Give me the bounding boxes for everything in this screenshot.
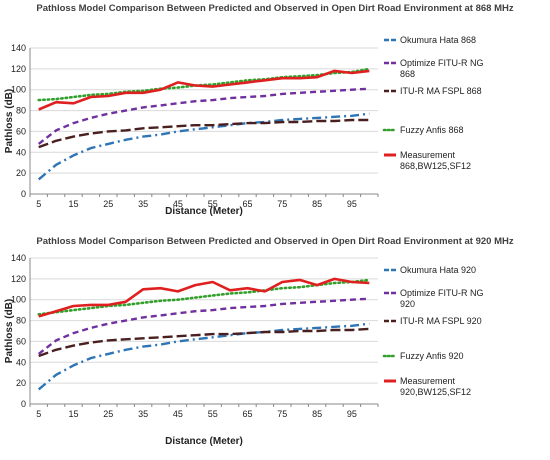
y-tick-label: 60	[16, 126, 26, 136]
y-tick-label: 0	[21, 399, 26, 409]
x-tick-label: 55	[208, 199, 218, 209]
y-axis-label: Pathloss (dB)	[4, 299, 15, 363]
series-line	[37, 112, 370, 181]
x-tick-label: 25	[103, 409, 113, 419]
x-tick-label: 95	[347, 199, 357, 209]
series-line	[38, 327, 370, 358]
x-tick-label: 65	[242, 409, 252, 419]
y-tick-label: 20	[16, 168, 26, 178]
x-tick-label: 95	[347, 409, 357, 419]
y-tick-label: 140	[11, 43, 26, 53]
y-tick-label: 80	[16, 106, 26, 116]
x-tick-label: 15	[68, 409, 78, 419]
legend-label: Fuzzy Anfis 920	[400, 351, 464, 361]
series-line	[38, 69, 370, 111]
y-tick-label: 60	[16, 336, 26, 346]
x-tick-label: 45	[173, 199, 183, 209]
x-tick-label: 35	[138, 199, 148, 209]
x-tick-label: 15	[68, 199, 78, 209]
x-tick-label: 45	[173, 409, 183, 419]
x-tick-label: 85	[312, 409, 322, 419]
x-tick-label: 35	[138, 409, 148, 419]
x-tick-label: 85	[312, 199, 322, 209]
y-tick-label: 20	[16, 378, 26, 388]
x-tick-label: 5	[36, 409, 41, 419]
x-tick-label: 75	[277, 409, 287, 419]
chart-panel-1: Pathloss Model Comparison Between Predic…	[4, 3, 514, 217]
legend-label: Okumura Hata 920	[400, 265, 476, 275]
legend-label: ITU-R MA FSPL 920	[400, 316, 482, 326]
series-line	[38, 277, 370, 318]
series-line	[37, 297, 370, 355]
y-tick-label: 100	[11, 295, 26, 305]
y-tick-label: 80	[16, 316, 26, 326]
x-axis-label: Distance (Meter)	[165, 206, 243, 217]
chart-panel-2: Pathloss Model Comparison Between Predic…	[4, 236, 514, 447]
series-line	[37, 87, 370, 145]
y-tick-label: 0	[21, 189, 26, 199]
y-axis-label: Pathloss (dB)	[4, 89, 15, 153]
y-tick-label: 140	[11, 253, 26, 263]
legend-label: Measurement 868,BW125,SF12	[400, 150, 471, 171]
y-tick-label: 40	[16, 147, 26, 157]
legend-label: Optimize FITU-R NG 920	[400, 288, 484, 309]
legend-label: Fuzzy Anfis 868	[400, 125, 464, 135]
chart-title: Pathloss Model Comparison Between Predic…	[36, 236, 513, 247]
series-line	[38, 118, 370, 149]
y-tick-label: 40	[16, 357, 26, 367]
legend-label: Measurement 920,BW125,SF12	[400, 376, 471, 397]
x-tick-label: 55	[208, 409, 218, 419]
x-tick-label: 75	[277, 199, 287, 209]
legend-label: Optimize FITU-R NG 868	[400, 58, 484, 79]
legend-label: Okumura Hata 868	[400, 35, 476, 45]
chart-title: Pathloss Model Comparison Between Predic…	[36, 3, 513, 14]
x-axis-label: Distance (Meter)	[165, 436, 243, 447]
x-tick-label: 5	[36, 199, 41, 209]
y-tick-label: 100	[11, 85, 26, 95]
x-tick-label: 65	[242, 199, 252, 209]
series-line	[37, 67, 371, 102]
y-tick-label: 120	[11, 64, 26, 74]
y-tick-label: 120	[11, 274, 26, 284]
x-tick-label: 25	[103, 199, 113, 209]
series-line	[37, 322, 370, 391]
legend-label: ITU-R MA FSPL 868	[400, 86, 482, 96]
